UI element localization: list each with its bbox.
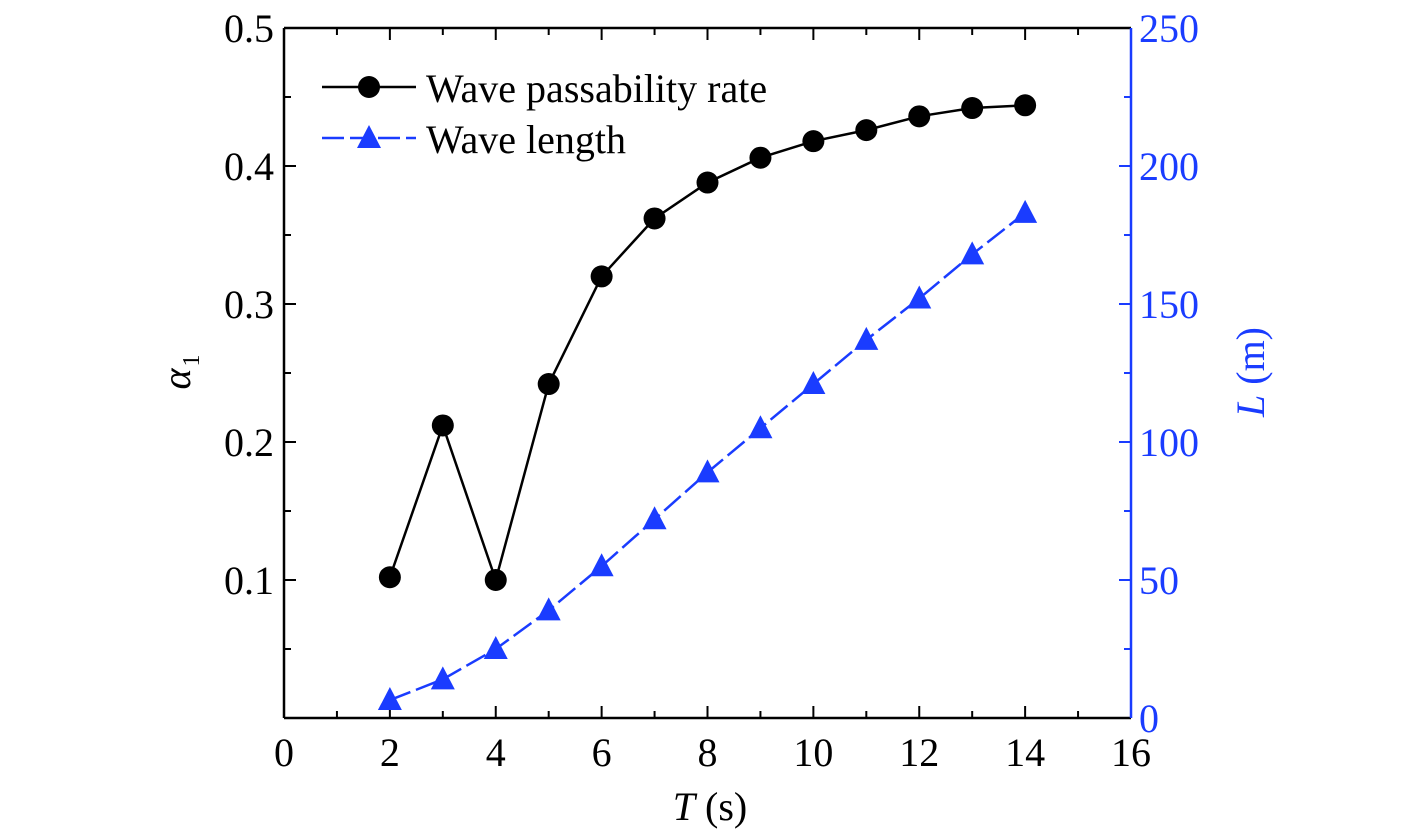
y-left-tick-label: 0.1 — [224, 558, 274, 603]
axes-frame — [282, 26, 1133, 720]
legend-label-wave-length: Wave length — [426, 117, 626, 162]
y-right-tick-label: 0 — [1139, 696, 1159, 741]
tick-labels: 0 2 4 6 8 10 12 14 16 0.1 0.2 0.3 0.4 0.5 0 50 100 150 200… — [224, 6, 1199, 775]
data-point-wave-passability-rate — [908, 105, 931, 128]
data-point-wave-length — [801, 371, 826, 395]
y-right-tick-label: 250 — [1139, 6, 1199, 51]
legend-label-wave-passability-rate: Wave passability rate — [426, 66, 767, 111]
tick-marks — [283, 27, 1132, 719]
data-point-wave-length — [483, 636, 508, 659]
y-left-tick-label: 0.2 — [224, 420, 274, 465]
x-tick-label: 10 — [793, 730, 833, 775]
data-point-wave-length — [907, 285, 932, 309]
data-point-wave-passability-rate — [537, 373, 560, 396]
y-right-tick-label: 50 — [1139, 558, 1179, 603]
y-right-tick-label: 200 — [1139, 144, 1199, 189]
data-point-wave-passability-rate — [696, 171, 719, 194]
data-point-wave-passability-rate — [643, 207, 666, 230]
data-point-wave-length — [377, 687, 402, 711]
data-point-wave-passability-rate — [1014, 94, 1037, 117]
x-tick-label: 14 — [1005, 730, 1045, 775]
y-axis-left-label: α1 — [154, 355, 205, 390]
y-left-tick-label: 0.3 — [224, 282, 274, 327]
data-point-wave-passability-rate — [961, 97, 984, 120]
data-point-wave-length — [589, 553, 614, 577]
x-axis-label: T (s) — [673, 784, 747, 829]
data-point-wave-passability-rate — [855, 119, 878, 142]
x-tick-label: 16 — [1111, 730, 1151, 775]
data-point-wave-passability-rate — [484, 569, 507, 591]
y-right-tick-label: 100 — [1139, 420, 1199, 465]
legend-triangle-marker — [357, 125, 381, 148]
data-point-wave-length — [960, 241, 985, 265]
x-tick-label: 12 — [899, 730, 939, 775]
data-point-wave-passability-rate — [802, 130, 825, 153]
y-left-tick-label: 0.5 — [224, 6, 274, 51]
x-tick-label: 6 — [592, 730, 612, 775]
data-point-wave-length — [1013, 199, 1038, 223]
legend: Wave passability rate Wave length — [322, 66, 767, 162]
data-point-wave-length — [748, 415, 773, 439]
data-point-wave-length — [854, 326, 879, 350]
data-point-wave-passability-rate — [749, 146, 772, 169]
series-layer — [377, 94, 1038, 711]
y-right-tick-label: 150 — [1139, 282, 1199, 327]
x-tick-label: 2 — [380, 730, 400, 775]
data-point-wave-length — [536, 597, 561, 621]
series-line-wave-length — [389, 211, 1026, 702]
data-point-wave-passability-rate — [590, 265, 613, 288]
x-tick-label: 8 — [698, 730, 718, 775]
x-tick-label: 4 — [486, 730, 506, 775]
y-left-tick-label: 0.4 — [224, 144, 274, 189]
data-point-wave-passability-rate — [431, 414, 454, 437]
y-axis-right-label: L (m) — [1228, 327, 1273, 418]
data-point-wave-length — [430, 666, 455, 690]
data-point-wave-length — [642, 506, 667, 530]
data-point-wave-passability-rate — [378, 566, 401, 589]
x-tick-label: 0 — [274, 730, 294, 775]
data-point-wave-length — [695, 459, 720, 483]
legend-circle-marker — [358, 76, 380, 98]
